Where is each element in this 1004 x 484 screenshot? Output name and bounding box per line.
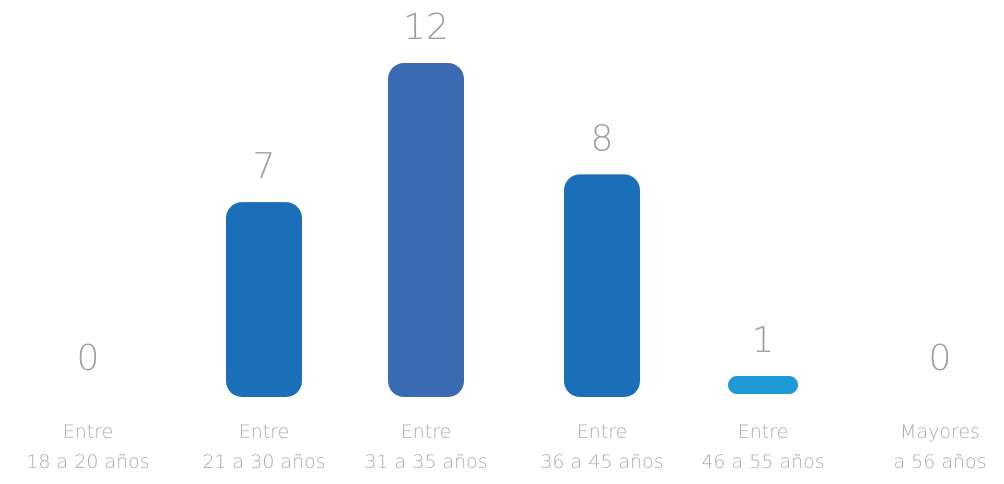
category-label-0-line-1: 18 a 20 años: [26, 451, 149, 473]
value-label-4: 1: [752, 320, 775, 361]
value-label-2: 12: [403, 7, 449, 48]
value-label-3: 8: [591, 118, 614, 159]
bar-4: [728, 376, 798, 394]
category-label-4-line-1: 46 a 55 años: [701, 451, 824, 473]
category-label-1-line-1: 21 a 30 años: [202, 451, 325, 473]
bar-1: [226, 202, 302, 397]
category-label-0-line-0: Entre: [63, 421, 114, 443]
category-label-2-line-0: Entre: [401, 421, 452, 443]
category-label-1-line-0: Entre: [239, 421, 290, 443]
category-label-4-line-0: Entre: [738, 421, 789, 443]
category-label-2-line-1: 31 a 35 años: [364, 451, 487, 473]
category-label-5-line-0: Mayores: [900, 421, 980, 443]
category-label-5-line-1: a 56 años: [893, 451, 986, 473]
bar-2: [388, 63, 464, 397]
category-label-3-line-1: 36 a 45 años: [540, 451, 663, 473]
value-label-0: 0: [77, 338, 100, 379]
value-label-5: 0: [929, 338, 952, 379]
category-label-3-line-0: Entre: [577, 421, 628, 443]
bar-3: [564, 174, 640, 397]
value-label-1: 7: [253, 146, 276, 187]
